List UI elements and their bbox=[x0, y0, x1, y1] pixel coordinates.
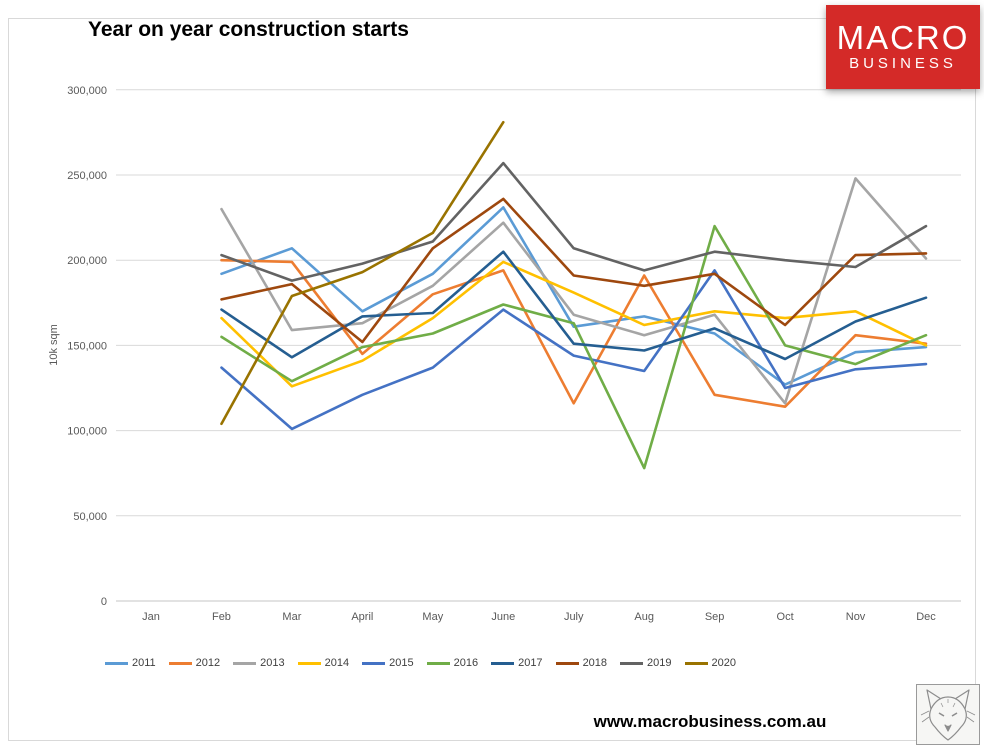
series-line-2012 bbox=[220, 258, 928, 409]
x-tick-label: Jan bbox=[142, 611, 160, 623]
legend-label: 2013 bbox=[260, 657, 285, 669]
y-tick-label: 200,000 bbox=[67, 255, 107, 267]
x-tick-label: Nov bbox=[846, 611, 866, 623]
legend-label: 2011 bbox=[132, 657, 156, 669]
legend-item-2019: 2019 bbox=[620, 657, 672, 669]
x-tick-label: July bbox=[564, 611, 584, 623]
legend-item-2013: 2013 bbox=[233, 657, 285, 669]
logo-text-macro: MACRO bbox=[836, 19, 970, 56]
legend-item-2015: 2015 bbox=[362, 657, 414, 669]
series-line-2017 bbox=[220, 250, 928, 361]
legend-item-2020: 2020 bbox=[684, 657, 737, 669]
x-tick-label: Dec bbox=[916, 611, 936, 623]
legend-swatch-2012 bbox=[168, 661, 192, 665]
y-tick-label: 300,000 bbox=[67, 85, 107, 97]
logo-text-business: BUSINESS bbox=[849, 55, 957, 72]
legend-item-2012: 2012 bbox=[168, 657, 221, 669]
series-line-2015 bbox=[220, 269, 928, 431]
legend-label: 2019 bbox=[647, 657, 672, 669]
series-line-2020 bbox=[220, 120, 505, 426]
legend-item-2014: 2014 bbox=[297, 657, 350, 669]
legend-label: 2017 bbox=[518, 657, 543, 669]
legend-item-2016: 2016 bbox=[426, 657, 479, 669]
legend-swatch-2016 bbox=[426, 661, 450, 665]
x-tick-label: April bbox=[351, 611, 373, 623]
legend-label: 2014 bbox=[324, 657, 350, 669]
legend-item-2017: 2017 bbox=[491, 657, 543, 669]
legend-label: 2018 bbox=[582, 657, 608, 669]
legend-swatch-2020 bbox=[684, 661, 708, 665]
x-tick-label: May bbox=[422, 611, 443, 623]
macrobusiness-logo: MACRO BUSINESS bbox=[826, 5, 980, 89]
wolf-sketch-image bbox=[916, 684, 980, 745]
chart-border bbox=[8, 18, 976, 741]
x-tick-label: June bbox=[491, 611, 515, 623]
chart-title: Year on year construction starts bbox=[88, 18, 409, 41]
legend-swatch-2014 bbox=[297, 661, 321, 665]
legend-label: 2012 bbox=[195, 657, 221, 669]
series-line-2019 bbox=[220, 161, 928, 282]
website-url: www.macrobusiness.com.au bbox=[593, 712, 827, 731]
y-tick-label: 50,000 bbox=[73, 511, 107, 523]
legend-swatch-2019 bbox=[620, 661, 644, 665]
legend-swatch-2017 bbox=[491, 661, 515, 665]
legend-label: 2020 bbox=[711, 657, 737, 669]
x-tick-label: Aug bbox=[634, 611, 654, 623]
series-line-2013 bbox=[220, 177, 928, 405]
legend-swatch-2011 bbox=[105, 661, 128, 665]
legend-swatch-2015 bbox=[362, 661, 386, 665]
x-tick-label: Sep bbox=[705, 611, 725, 623]
legend-swatch-2018 bbox=[555, 661, 579, 665]
series-line-2011 bbox=[220, 206, 928, 386]
y-tick-label: 0 bbox=[101, 596, 107, 608]
series-line-2014 bbox=[220, 260, 928, 388]
y-tick-label: 150,000 bbox=[67, 340, 107, 352]
x-tick-label: Mar bbox=[282, 611, 301, 623]
y-tick-label: 250,000 bbox=[67, 170, 107, 182]
series-line-2016 bbox=[220, 224, 928, 470]
y-tick-label: 100,000 bbox=[67, 426, 107, 438]
legend-item-2011: 2011 bbox=[105, 657, 156, 669]
x-tick-label: Feb bbox=[212, 611, 231, 623]
chart-legend: 2011 2012 2013 2014 2015 2016 2017 2018 2019 2020 bbox=[105, 657, 805, 669]
series-line-2018 bbox=[220, 197, 928, 344]
legend-item-2018: 2018 bbox=[555, 657, 608, 669]
legend-label: 2016 bbox=[453, 657, 479, 669]
y-axis-title: 10k sqm bbox=[48, 324, 60, 366]
x-tick-label: Oct bbox=[777, 611, 794, 623]
legend-swatch-2013 bbox=[233, 661, 257, 665]
legend-label: 2015 bbox=[389, 657, 414, 669]
